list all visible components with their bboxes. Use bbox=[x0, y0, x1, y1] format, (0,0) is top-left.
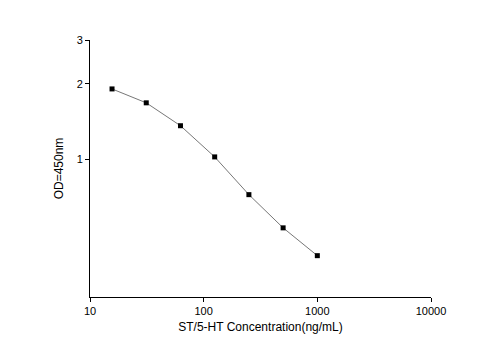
svg-text:10000: 10000 bbox=[416, 305, 447, 317]
svg-text:1000: 1000 bbox=[305, 305, 329, 317]
svg-text:10: 10 bbox=[84, 305, 96, 317]
svg-text:3: 3 bbox=[77, 34, 83, 46]
svg-text:OD=450nm: OD=450nm bbox=[52, 138, 66, 200]
svg-text:ST/5-HT Concentration(ng/mL): ST/5-HT Concentration(ng/mL) bbox=[178, 320, 343, 334]
svg-text:1: 1 bbox=[77, 153, 83, 165]
svg-text:100: 100 bbox=[194, 305, 212, 317]
svg-text:2: 2 bbox=[77, 78, 83, 90]
